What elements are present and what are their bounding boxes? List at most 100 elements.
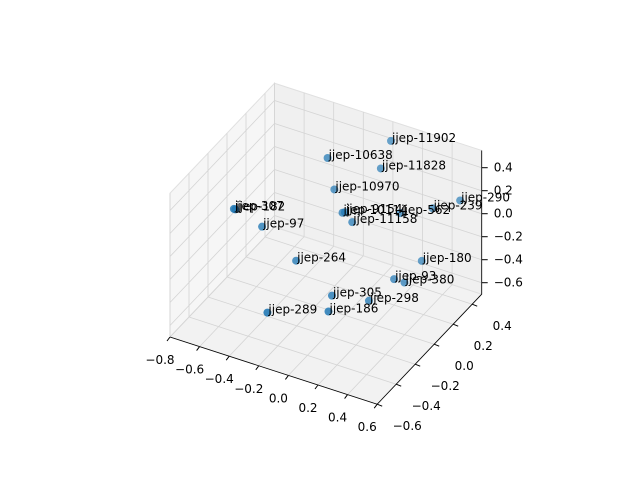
point-label: jjep-290 xyxy=(460,190,510,204)
x-tick-label: 0.0 xyxy=(269,391,288,405)
grid-line xyxy=(199,236,305,347)
y-tick-label: −0.6 xyxy=(393,419,422,433)
point xyxy=(456,196,465,205)
grid-line xyxy=(274,192,482,261)
point-label: jjep-9154 xyxy=(345,202,403,216)
point-label: jjep-239 xyxy=(433,198,483,212)
point-label: jjep-264 xyxy=(296,251,346,265)
point xyxy=(376,164,385,173)
y-tick-label: 0.0 xyxy=(455,359,474,373)
point-label: jjep-380 xyxy=(404,273,454,287)
tick-mark xyxy=(453,323,459,327)
point-label: jjep-182 xyxy=(235,199,285,213)
z-tick-label: −0.4 xyxy=(494,253,523,267)
tick-mark xyxy=(225,355,230,361)
point-label: jjep-10970 xyxy=(334,179,399,193)
point-label: jjep-10638 xyxy=(328,148,393,162)
point-label: jjep-97 xyxy=(262,217,304,231)
z-tick-label: 0.4 xyxy=(494,161,513,175)
point-label: jjep-11158 xyxy=(352,212,417,226)
grid-line xyxy=(317,274,423,386)
point-label: jjep-186 xyxy=(329,302,379,316)
grid-line xyxy=(228,245,334,357)
tick-mark xyxy=(166,336,171,342)
x-tick-label: −0.2 xyxy=(234,382,263,396)
point xyxy=(263,308,272,317)
tick-mark xyxy=(255,365,260,371)
x-tick-label: 0.6 xyxy=(358,420,377,434)
grid-line xyxy=(169,100,275,211)
grid-line xyxy=(274,123,482,192)
grid-line xyxy=(169,146,275,257)
point xyxy=(324,307,333,316)
y-axis xyxy=(376,293,482,405)
point xyxy=(340,208,349,217)
z-tick-label: 0.0 xyxy=(494,207,513,221)
tick-mark xyxy=(373,403,378,409)
grid-line xyxy=(207,296,416,365)
grid-line xyxy=(274,100,482,169)
grid-line xyxy=(347,284,453,395)
point-label: jjep-305 xyxy=(332,286,382,300)
x-axis xyxy=(169,336,378,405)
point xyxy=(364,296,373,305)
point xyxy=(292,256,301,265)
point-label: jjep-11902 xyxy=(391,131,456,145)
x-tick-label: −0.4 xyxy=(205,372,234,386)
y-tick-label: −0.4 xyxy=(412,399,441,413)
point-label: jjep-289 xyxy=(267,303,317,317)
grid-line xyxy=(274,215,482,284)
grid-line xyxy=(274,169,482,238)
point xyxy=(396,209,405,218)
grid-line xyxy=(245,256,454,325)
point-label: jjep-562 xyxy=(400,203,450,217)
z-tick-label: −0.2 xyxy=(494,230,523,244)
tick-mark xyxy=(396,383,402,387)
point xyxy=(323,154,332,162)
point-label: jjep-180 xyxy=(422,251,472,265)
tick-mark xyxy=(377,403,383,407)
point xyxy=(258,222,267,231)
point xyxy=(417,256,426,265)
grid-line xyxy=(169,123,275,234)
point xyxy=(428,204,437,213)
point xyxy=(400,278,409,287)
grid-line xyxy=(169,215,275,326)
x-tick-label: 0.2 xyxy=(298,401,317,415)
y-tick-label: 0.2 xyxy=(474,339,493,353)
tick-mark xyxy=(196,346,201,351)
point xyxy=(231,205,240,214)
grid-line xyxy=(169,226,275,338)
x-tick-label: −0.8 xyxy=(145,353,174,367)
tick-mark xyxy=(284,375,289,380)
y-tick-label: 0.4 xyxy=(493,319,512,333)
grid-line xyxy=(274,146,482,215)
grid-line xyxy=(169,192,275,303)
tick-mark xyxy=(415,363,421,367)
y-tick-label: −0.2 xyxy=(431,379,460,393)
point xyxy=(387,136,395,145)
point-label: jjep-298 xyxy=(369,291,419,305)
x-tick-label: 0.4 xyxy=(328,411,347,425)
point xyxy=(348,218,357,227)
z-tick-label: 0.2 xyxy=(494,184,513,198)
point-label: jjep-10114 xyxy=(343,203,408,217)
point-label: jjep-11828 xyxy=(381,158,446,172)
tick-mark xyxy=(314,384,319,390)
grid-line xyxy=(169,169,275,280)
tick-mark xyxy=(434,343,440,347)
tick-mark xyxy=(344,394,349,399)
grid-line xyxy=(288,265,394,376)
grid-line xyxy=(264,236,473,305)
point xyxy=(330,185,339,194)
point xyxy=(390,275,399,284)
z-tick-label: −0.6 xyxy=(494,276,523,290)
point-label: jjep-93 xyxy=(394,269,436,283)
grid-line xyxy=(258,255,364,367)
point-label: jjep-307 xyxy=(234,199,284,213)
point xyxy=(327,291,336,300)
x-tick-label: −0.6 xyxy=(175,363,204,377)
grid-line xyxy=(188,316,397,385)
tick-mark xyxy=(472,303,478,307)
